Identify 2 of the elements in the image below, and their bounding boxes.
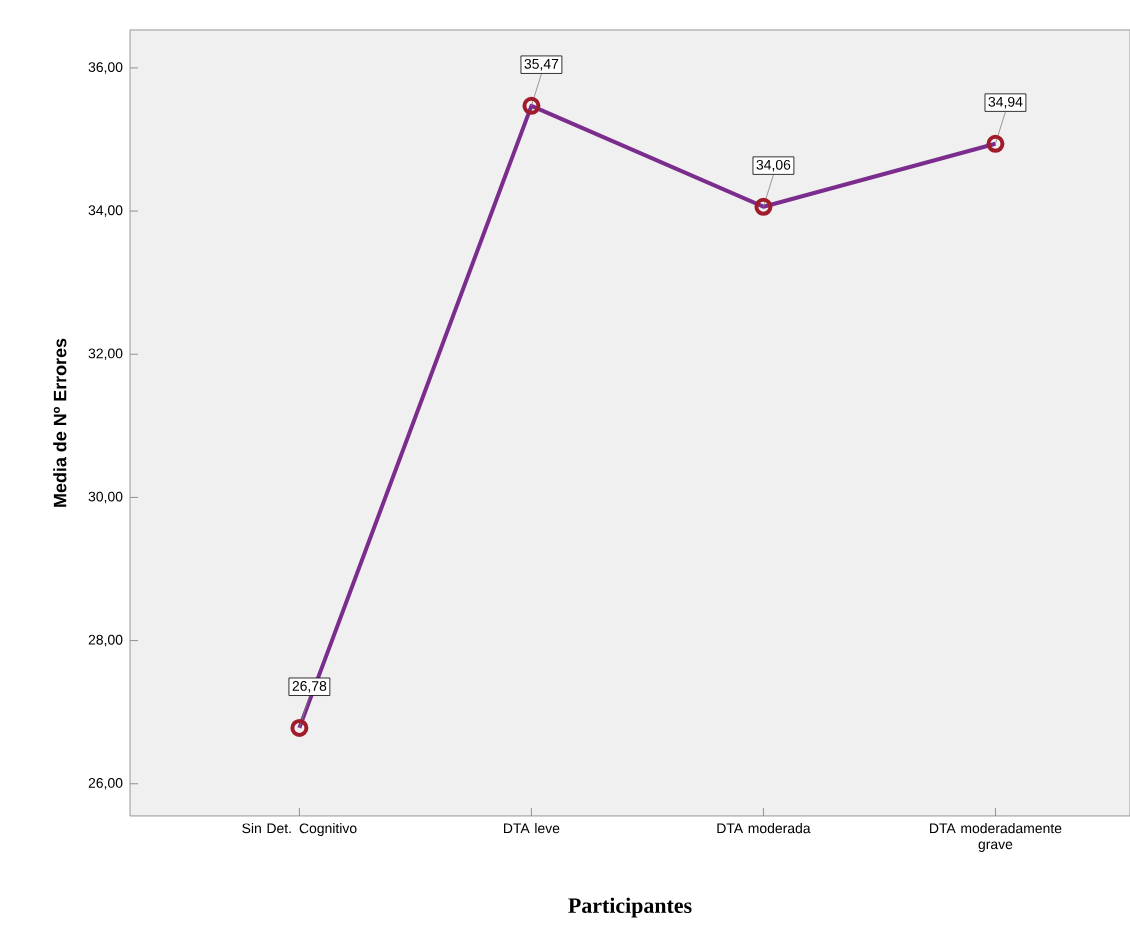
y-axis-title: Media de Nº Errores xyxy=(53,338,67,507)
x-axis-title: Participantes xyxy=(568,897,692,918)
